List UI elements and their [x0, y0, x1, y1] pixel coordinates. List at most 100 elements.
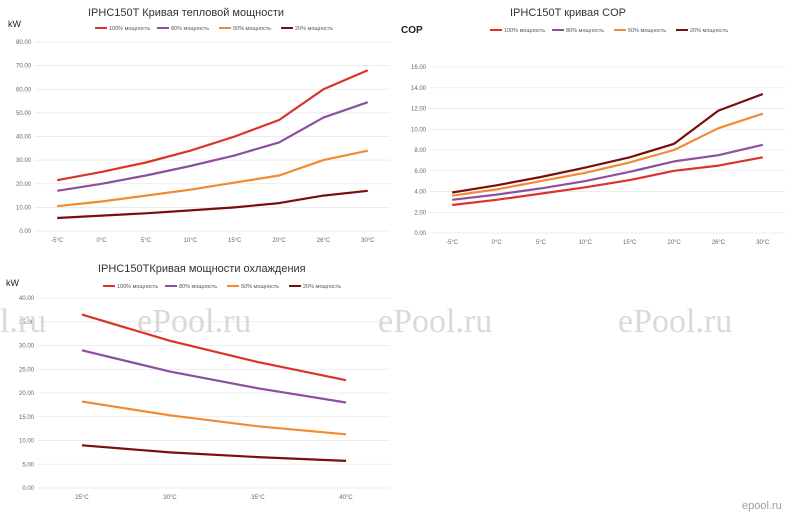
- y-axis-ticks: 0.00 5.00 10.00 15.00 20.00 25.00 30.00 35.00 40…: [19, 296, 35, 492]
- legend-label: 80% мощность: [179, 284, 217, 290]
- y-tick-label: 40.00: [19, 296, 35, 302]
- x-tick-label: -5°C: [446, 240, 459, 246]
- x-tick-label: 5°C: [536, 240, 547, 246]
- legend: 100% мощность 80% мощность 50% мощность 20%…: [95, 26, 333, 32]
- y-tick-label: 0.00: [22, 486, 34, 492]
- y-tick-label: 0.00: [414, 231, 426, 237]
- y-tick-label: 30.00: [19, 344, 35, 350]
- series-line-20pct: [81, 444, 347, 462]
- x-tick-label: 30°C: [756, 240, 770, 246]
- y-tick-label: 70.00: [16, 64, 32, 70]
- legend: 100% мощность 80% мощность 50% мощность 20%…: [103, 284, 341, 290]
- y-tick-label: 35.00: [19, 320, 35, 326]
- series-line-80pct: [81, 349, 347, 404]
- x-tick-label: 5°C: [141, 238, 152, 244]
- legend-label: 20% мощность: [303, 284, 341, 290]
- series-line-20pct: [452, 92, 764, 194]
- series-line-80pct: [57, 101, 369, 192]
- legend-label: 100% мощность: [117, 284, 158, 290]
- y-tick-label: 2.00: [414, 210, 426, 216]
- y-axis-ticks: 0.00 2.00 4.00 6.00 8.00 10.00 12.00 14.00 16.00: [411, 65, 427, 237]
- y-tick-label: 20.00: [16, 182, 32, 188]
- legend-label: 50% мощность: [233, 26, 271, 32]
- series-line-50pct: [57, 149, 369, 208]
- y-tick-label: 20.00: [19, 391, 35, 397]
- x-tick-label: 0°C: [97, 238, 108, 244]
- y-tick-label: 0.00: [19, 229, 31, 235]
- y-tick-label: 10.00: [411, 127, 427, 133]
- series-lines: [81, 313, 347, 462]
- legend-label: 80% мощность: [566, 28, 604, 34]
- y-tick-label: 4.00: [414, 190, 426, 196]
- chart-title: IPHC150T кривая COP: [510, 7, 626, 19]
- legend: 100% мощность 80% мощность 50% мощность 20%…: [490, 28, 728, 34]
- x-tick-label: 20°C: [667, 240, 681, 246]
- y-tick-label: 50.00: [16, 111, 32, 117]
- y-tick-label: 10.00: [19, 439, 35, 445]
- brand-logo-text: epool.ru: [742, 500, 782, 512]
- series-lines: [452, 92, 764, 207]
- x-tick-label: 20°C: [272, 238, 286, 244]
- legend-label: 50% мощность: [628, 28, 666, 34]
- series-line-20pct: [57, 189, 368, 220]
- y-tick-label: 25.00: [19, 367, 35, 373]
- x-axis-ticks: -5°C 0°C 5°C 10°C 15°C 20°C 26°C 30°C: [446, 240, 770, 246]
- x-tick-label: 26°C: [317, 238, 331, 244]
- x-tick-label: 25°C: [75, 495, 89, 501]
- y-tick-label: 40.00: [16, 135, 32, 141]
- series-lines: [56, 69, 369, 220]
- series-line-50pct: [452, 112, 764, 197]
- legend-label: 100% мощность: [109, 26, 150, 32]
- x-tick-label: 10°C: [579, 240, 593, 246]
- y-unit-label: COP: [401, 25, 423, 36]
- legend-label: 20% мощность: [690, 28, 728, 34]
- x-tick-label: 30°C: [163, 495, 177, 501]
- y-tick-label: 6.00: [414, 169, 426, 175]
- legend-label: 100% мощность: [504, 28, 545, 34]
- y-tick-label: 16.00: [411, 65, 427, 71]
- watermark-text: ePool.ru: [378, 303, 492, 340]
- cop-chart: IPHC150T кривая COP COP 100% мощность 80%…: [401, 7, 785, 246]
- y-unit-label: kW: [8, 19, 22, 29]
- x-tick-label: -5°C: [51, 238, 64, 244]
- x-axis-ticks: -5°C 0°C 5°C 10°C 15°C 20°C 26°C 30°C: [51, 238, 375, 244]
- watermark-text: ePool.ru: [618, 303, 732, 340]
- y-tick-label: 60.00: [16, 87, 32, 93]
- legend-label: 80% мощность: [171, 26, 209, 32]
- y-tick-label: 80.00: [16, 40, 32, 46]
- y-tick-label: 30.00: [16, 158, 32, 164]
- grid: [430, 66, 785, 234]
- y-tick-label: 8.00: [414, 148, 426, 154]
- heating-capacity-chart: IPHC150T Кривая тепловой мощности kW 100…: [8, 7, 390, 244]
- x-tick-label: 35°C: [251, 495, 265, 501]
- watermark-text-partial: l.ru: [0, 303, 46, 340]
- x-axis-ticks: 25°C 30°C 35°C 40°C: [75, 495, 353, 501]
- x-tick-label: 15°C: [623, 240, 637, 246]
- x-tick-label: 15°C: [228, 238, 242, 244]
- chart-title: IPHC150T Кривая тепловой мощности: [88, 7, 284, 19]
- legend-label: 50% мощность: [241, 284, 279, 290]
- x-tick-label: 26°C: [712, 240, 726, 246]
- series-line-100pct: [452, 156, 764, 207]
- y-unit-label: kW: [6, 278, 20, 288]
- series-line-100pct: [81, 313, 347, 382]
- grid: [38, 297, 390, 489]
- watermark: l.ru ePool.ru ePool.ru ePool.ru: [0, 303, 732, 340]
- watermark-text: ePool.ru: [137, 303, 251, 340]
- y-tick-label: 14.00: [411, 86, 427, 92]
- y-tick-label: 5.00: [22, 462, 34, 468]
- y-axis-ticks: 0.00 10.00 20.00 30.00 40.00 50.00 60.00 70.00 8…: [16, 40, 32, 235]
- x-tick-label: 30°C: [361, 238, 375, 244]
- series-line-50pct: [81, 400, 347, 436]
- x-tick-label: 0°C: [492, 240, 503, 246]
- series-line-80pct: [452, 143, 764, 201]
- y-tick-label: 12.00: [411, 107, 427, 113]
- chart-title: IPHC150TКривая мощности охлаждения: [98, 263, 306, 275]
- cooling-capacity-chart: IPHC150TКривая мощности охлаждения kW 10…: [6, 263, 390, 501]
- y-tick-label: 15.00: [19, 415, 35, 421]
- grid: [35, 41, 390, 232]
- x-tick-label: 10°C: [184, 238, 198, 244]
- x-tick-label: 40°C: [339, 495, 353, 501]
- y-tick-label: 10.00: [16, 205, 32, 211]
